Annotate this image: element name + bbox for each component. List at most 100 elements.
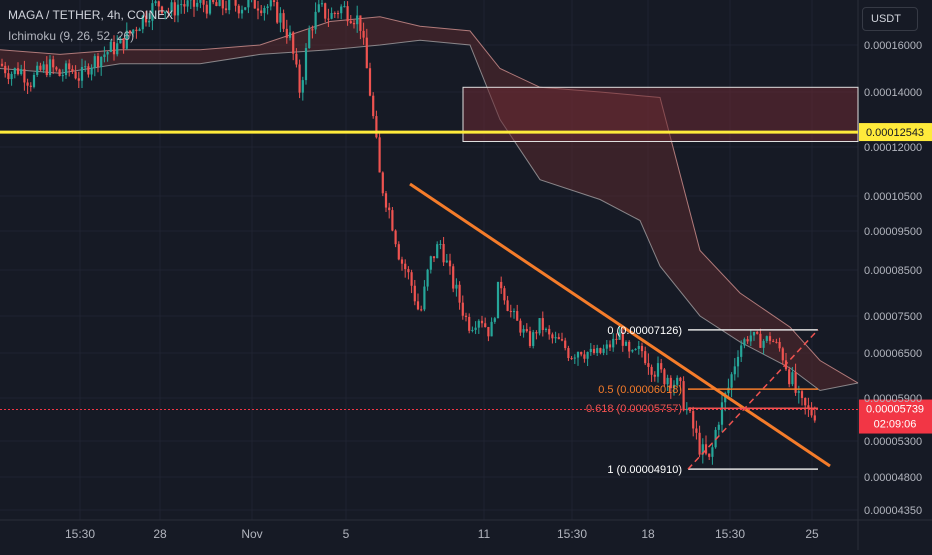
candle-body — [577, 352, 579, 358]
candle-body — [494, 318, 496, 322]
candle-body — [439, 244, 441, 245]
candle-body — [535, 332, 537, 333]
candle-body — [487, 327, 489, 336]
candle-body — [39, 66, 41, 70]
candle-body — [388, 208, 390, 211]
candle-body — [267, 6, 269, 8]
candle-body — [407, 269, 409, 272]
y-tick-label: 0.00005300 — [864, 436, 922, 448]
candle-body — [564, 341, 566, 349]
candle-body — [740, 345, 742, 356]
candle-body — [180, 4, 182, 5]
y-tick-label: 0.00004350 — [864, 505, 922, 517]
candle-body — [11, 74, 13, 79]
candle-body — [695, 428, 697, 432]
candle-body — [196, 3, 198, 7]
currency-unit-button[interactable]: USDT — [862, 7, 918, 31]
candle-body — [52, 59, 54, 67]
candle-body — [222, 0, 224, 8]
candle-body — [583, 354, 585, 358]
candle-body — [55, 67, 57, 69]
candle-body — [283, 13, 285, 29]
candle-body — [788, 369, 790, 384]
candle-body — [254, 0, 256, 8]
resistance-price-text: 0.00012543 — [866, 127, 924, 139]
candle-body — [721, 402, 723, 424]
candle-body — [359, 15, 361, 30]
symbol-title: MAGA / TETHER, 4h, COINEX — [8, 8, 173, 22]
candle-body — [302, 80, 304, 93]
candle-body — [113, 42, 115, 54]
indicator-legend[interactable]: Ichimoku (9, 26, 52, 26) — [8, 29, 134, 43]
candle-body — [215, 2, 217, 6]
candle-body — [103, 54, 105, 57]
candle-body — [641, 346, 643, 351]
candle-body — [814, 415, 816, 420]
candle-body — [337, 13, 339, 14]
candle-body — [455, 285, 457, 289]
candle-body — [580, 352, 582, 354]
candle-body — [731, 374, 733, 387]
candle-body — [206, 5, 208, 14]
candle-body — [263, 8, 265, 13]
candle-body — [247, 0, 249, 7]
candle-body — [305, 48, 307, 80]
candle-body — [311, 29, 313, 30]
candle-body — [1, 64, 3, 66]
candle-body — [481, 321, 483, 323]
candle-body — [529, 331, 531, 346]
candle-body — [433, 256, 435, 258]
candle-body — [417, 301, 419, 309]
candle-body — [379, 137, 381, 172]
y-tick-label: 0.00005900 — [864, 393, 922, 405]
candle-body — [289, 32, 291, 37]
candle-body — [78, 78, 80, 80]
candle-body — [606, 344, 608, 348]
candle-body — [350, 21, 352, 23]
x-tick-label: 15:30 — [557, 527, 587, 541]
candle-body — [331, 13, 333, 19]
candle-body — [798, 391, 800, 393]
candle-body — [94, 56, 96, 68]
candle-body — [801, 391, 803, 398]
candle-body — [631, 350, 633, 352]
candle-body — [644, 351, 646, 363]
x-tick-label: 25 — [805, 527, 819, 541]
fib-level-label: 1 (0.00004910) — [607, 464, 682, 476]
y-tick-label: 0.00006500 — [864, 348, 922, 360]
candle-body — [497, 282, 499, 318]
candle-body — [807, 405, 809, 407]
candle-body — [507, 300, 509, 311]
candle-body — [286, 29, 288, 38]
candle-body — [772, 341, 774, 342]
candle-body — [49, 59, 51, 75]
candle-body — [443, 244, 445, 262]
candle-body — [638, 346, 640, 349]
candle-body — [526, 329, 528, 331]
candle-body — [436, 244, 438, 258]
candle-body — [596, 348, 598, 353]
candle-body — [635, 349, 637, 350]
candle-body — [523, 329, 525, 333]
candle-body — [660, 363, 662, 369]
candle-body — [4, 66, 6, 73]
candle-body — [478, 321, 480, 328]
y-tick-label: 0.00012000 — [864, 142, 922, 154]
candle-body — [97, 56, 99, 67]
candle-body — [174, 2, 176, 15]
candle-body — [558, 337, 560, 339]
candle-body — [318, 4, 320, 12]
candle-body — [747, 339, 749, 341]
candle-body — [100, 57, 102, 67]
candle-body — [404, 264, 406, 269]
candle-body — [59, 70, 61, 77]
candle-body — [718, 425, 720, 430]
candle-body — [391, 210, 393, 230]
candle-body — [423, 287, 425, 310]
candle-body — [107, 52, 109, 54]
x-tick-label: 28 — [153, 527, 167, 541]
candle-body — [327, 19, 329, 20]
